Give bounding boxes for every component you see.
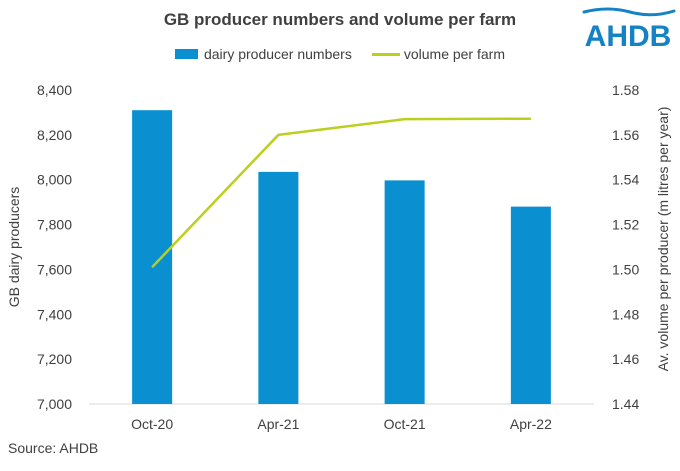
- y2-tick-label: 1.50: [612, 261, 639, 277]
- x-tick-label: Oct-21: [384, 416, 426, 432]
- legend-label-bars: dairy producer numbers: [203, 46, 352, 62]
- y2-tick-label: 1.46: [612, 351, 639, 367]
- x-tick-label: Oct-20: [131, 416, 173, 432]
- y2-tick-label: 1.52: [612, 217, 639, 233]
- logo-text: AHDB: [585, 20, 672, 52]
- legend-swatch-bar: [174, 49, 198, 59]
- y2-tick-label: 1.58: [612, 82, 639, 98]
- bar-oct-21: [384, 180, 425, 404]
- y2-tick-label: 1.48: [612, 306, 639, 322]
- y2-axis-title: Av. volume per producer (m litres per ye…: [655, 107, 671, 372]
- y-tick-label: 7,600: [37, 261, 72, 277]
- ahdb-logo: AHDB: [582, 7, 676, 52]
- x-tick-label: Apr-22: [510, 416, 552, 432]
- bar-apr-21: [258, 171, 299, 404]
- y2-tick-label: 1.44: [612, 396, 639, 412]
- legend-label-line: volume per farm: [403, 46, 505, 62]
- y2-tick-label: 1.54: [612, 172, 639, 188]
- legend-item-bars: dairy producer numbers: [174, 46, 352, 62]
- chart-title: GB producer numbers and volume per farm: [163, 10, 517, 29]
- y-tick-label: 7,400: [37, 306, 72, 322]
- source-note: Source: AHDB: [8, 440, 99, 456]
- y-tick-label: 8,400: [37, 82, 72, 98]
- x-tick-label: Apr-21: [257, 416, 299, 432]
- y-tick-label: 8,000: [37, 172, 72, 188]
- y-tick-label: 7,000: [37, 396, 72, 412]
- volume-per-farm-line: [151, 117, 531, 269]
- legend-swatch-line: [371, 52, 400, 56]
- y-axis-title: GB dairy producers: [6, 187, 22, 308]
- bar-apr-22: [510, 206, 551, 404]
- legend-item-line: volume per farm: [371, 46, 505, 62]
- y-tick-label: 8,200: [37, 127, 72, 143]
- bar-oct-20: [132, 110, 173, 404]
- legend: dairy producer numbers volume per farm: [0, 46, 680, 62]
- y2-tick-label: 1.56: [612, 127, 639, 143]
- y-tick-label: 7,800: [37, 217, 72, 233]
- y-tick-label: 7,200: [37, 351, 72, 367]
